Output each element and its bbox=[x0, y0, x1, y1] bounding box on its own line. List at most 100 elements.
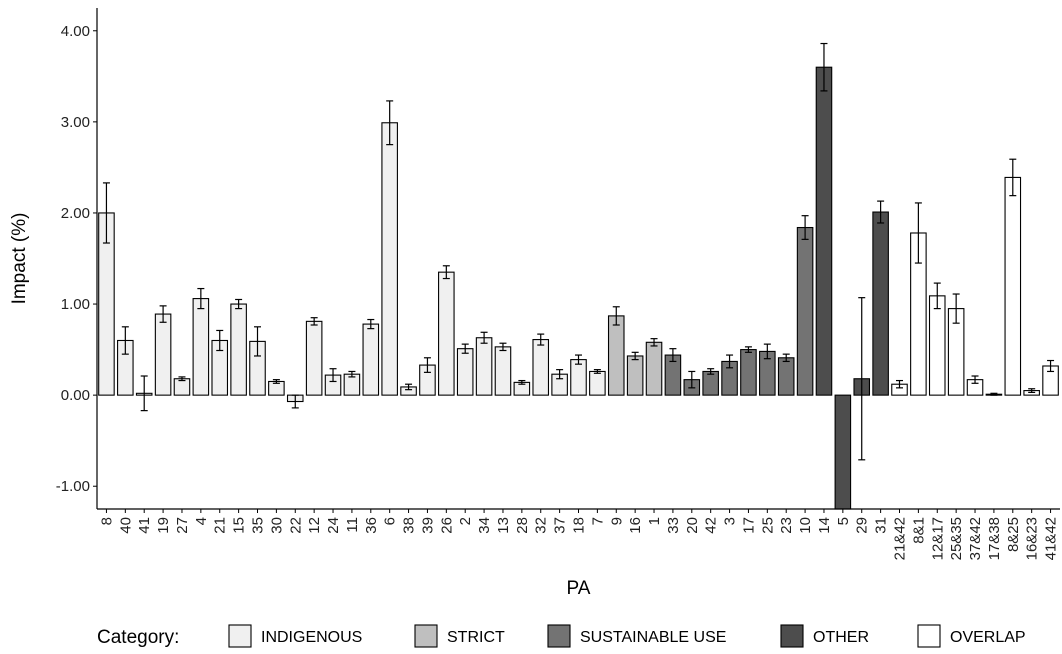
x-tick-label: 1 bbox=[646, 517, 663, 525]
error-bar-pa-25&35 bbox=[952, 293, 960, 324]
x-tick-label: 4 bbox=[193, 517, 210, 525]
x-tick-label: 15 bbox=[231, 517, 248, 534]
error-bar-pa-14 bbox=[820, 42, 828, 92]
error-bar-pa-2 bbox=[461, 343, 469, 354]
x-tick-label: 7 bbox=[589, 517, 606, 525]
error-bar-pa-42 bbox=[707, 368, 715, 375]
x-tick-label: 9 bbox=[608, 517, 625, 525]
error-bar-pa-13 bbox=[499, 342, 507, 352]
x-tick-label: 28 bbox=[514, 517, 531, 534]
bar-pa-14 bbox=[815, 66, 833, 396]
bar-pa-15 bbox=[230, 303, 247, 396]
bar-pa-27 bbox=[173, 378, 191, 396]
x-tick-label: 12&17 bbox=[929, 517, 946, 560]
error-bar-pa-28 bbox=[518, 379, 526, 385]
y-ticks: 4.00 3.00 2.00 1.00 0.00 -1.00 bbox=[56, 23, 97, 495]
error-bar-pa-25 bbox=[763, 343, 771, 360]
error-bar-pa-41&42 bbox=[1047, 359, 1055, 373]
x-tick-label: 16 bbox=[627, 517, 644, 534]
error-bar-pa-26 bbox=[442, 265, 450, 280]
bar-pa-26 bbox=[438, 271, 455, 396]
bar-pa-12&17 bbox=[928, 295, 946, 396]
x-tick-label: 6 bbox=[382, 517, 399, 525]
error-bar-pa-35 bbox=[254, 326, 261, 357]
bar-pa-9 bbox=[607, 315, 625, 396]
error-bar-pa-31 bbox=[877, 200, 885, 224]
error-bar-pa-41 bbox=[140, 375, 148, 412]
y-tick-label: -1.00 bbox=[56, 478, 90, 495]
error-bar-pa-40 bbox=[121, 326, 129, 355]
bar-pa-36 bbox=[362, 323, 380, 396]
error-bar-pa-17 bbox=[744, 346, 752, 353]
x-tick-label: 19 bbox=[155, 517, 172, 534]
x-tick-label: 3 bbox=[722, 517, 739, 525]
bar-pa-42 bbox=[702, 370, 719, 396]
legend-swatch-other bbox=[780, 624, 804, 648]
x-tick-label: 13 bbox=[495, 517, 512, 534]
x-tick-label: 31 bbox=[873, 517, 890, 534]
legend-label-indigenous: INDIGENOUS bbox=[261, 629, 362, 646]
bar-pa-6 bbox=[381, 122, 398, 396]
error-bar-pa-16&23 bbox=[1028, 388, 1036, 394]
x-tick-label: 14 bbox=[816, 517, 833, 534]
error-bar-pa-16 bbox=[631, 351, 639, 361]
bar-pa-4 bbox=[192, 298, 210, 396]
x-tick-label: 17 bbox=[740, 517, 757, 534]
x-tick-label: 32 bbox=[533, 517, 550, 534]
x-tick-label: 17&38 bbox=[986, 517, 1003, 560]
error-bar-pa-37&42 bbox=[971, 375, 979, 384]
error-bar-pa-19 bbox=[159, 305, 167, 323]
error-bar-pa-12&17 bbox=[933, 282, 941, 310]
legend-label-other: OTHER bbox=[813, 629, 869, 646]
x-tick-label: 24 bbox=[325, 517, 342, 534]
bar-pa-34 bbox=[475, 337, 493, 396]
x-tick-label: 21 bbox=[212, 517, 229, 534]
error-bar-pa-3 bbox=[726, 354, 734, 369]
x-tick-label: 39 bbox=[419, 517, 436, 534]
legend-swatch-overlap bbox=[917, 624, 941, 648]
error-bar-pa-15 bbox=[235, 298, 243, 310]
bar-pa-7 bbox=[589, 370, 606, 396]
error-bar-pa-6 bbox=[386, 100, 394, 146]
y-axis-title: Impact (%) bbox=[9, 213, 30, 305]
legend-label-sustainable_use: SUSTAINABLE USE bbox=[580, 629, 726, 646]
x-tick-label: 20 bbox=[684, 517, 701, 534]
legend-swatch-indigenous bbox=[228, 624, 252, 648]
y-tick-label: 2.00 bbox=[61, 205, 90, 222]
bar-pa-13 bbox=[494, 346, 512, 396]
x-tick-label: 10 bbox=[797, 517, 814, 534]
x-tick-label: 25 bbox=[759, 517, 776, 534]
x-tick-label: 42 bbox=[703, 517, 720, 534]
error-bar-pa-37 bbox=[556, 369, 564, 380]
error-bar-pa-36 bbox=[367, 318, 375, 330]
error-bar-pa-11 bbox=[348, 370, 356, 378]
x-tick-label: 33 bbox=[665, 517, 682, 534]
bar-pa-19 bbox=[154, 313, 172, 396]
error-bar-pa-18 bbox=[575, 354, 582, 365]
x-tick-label: 5 bbox=[835, 517, 852, 525]
error-bar-pa-17&38 bbox=[990, 392, 998, 396]
x-tick-label: 16&23 bbox=[1024, 517, 1041, 560]
x-tick-label: 21&42 bbox=[892, 517, 909, 560]
error-bar-pa-21 bbox=[216, 329, 224, 352]
error-bar-pa-29 bbox=[858, 297, 866, 461]
error-bar-pa-4 bbox=[197, 287, 205, 310]
x-tick-label: 22 bbox=[287, 517, 304, 534]
error-bar-pa-33 bbox=[669, 348, 677, 363]
x-tick-label: 12 bbox=[306, 517, 323, 534]
bars-layer bbox=[98, 66, 1059, 510]
legend-swatch-strict bbox=[414, 624, 438, 648]
x-axis-title: PA bbox=[567, 578, 591, 599]
error-bar-pa-39 bbox=[423, 357, 431, 373]
x-tick-label: 40 bbox=[117, 517, 134, 534]
x-tick-label: 2 bbox=[457, 517, 474, 525]
x-tick-label: 36 bbox=[363, 517, 380, 534]
x-tick-label: 18 bbox=[571, 517, 588, 534]
bar-pa-18 bbox=[570, 359, 587, 396]
x-tick-label: 35 bbox=[250, 517, 267, 534]
bar-pa-12 bbox=[305, 320, 323, 396]
y-tick-label: 3.00 bbox=[61, 114, 90, 131]
bar-pa-31 bbox=[872, 211, 889, 396]
x-tick-label: 41 bbox=[136, 517, 153, 534]
x-tick-label: 8&25 bbox=[1005, 517, 1022, 552]
